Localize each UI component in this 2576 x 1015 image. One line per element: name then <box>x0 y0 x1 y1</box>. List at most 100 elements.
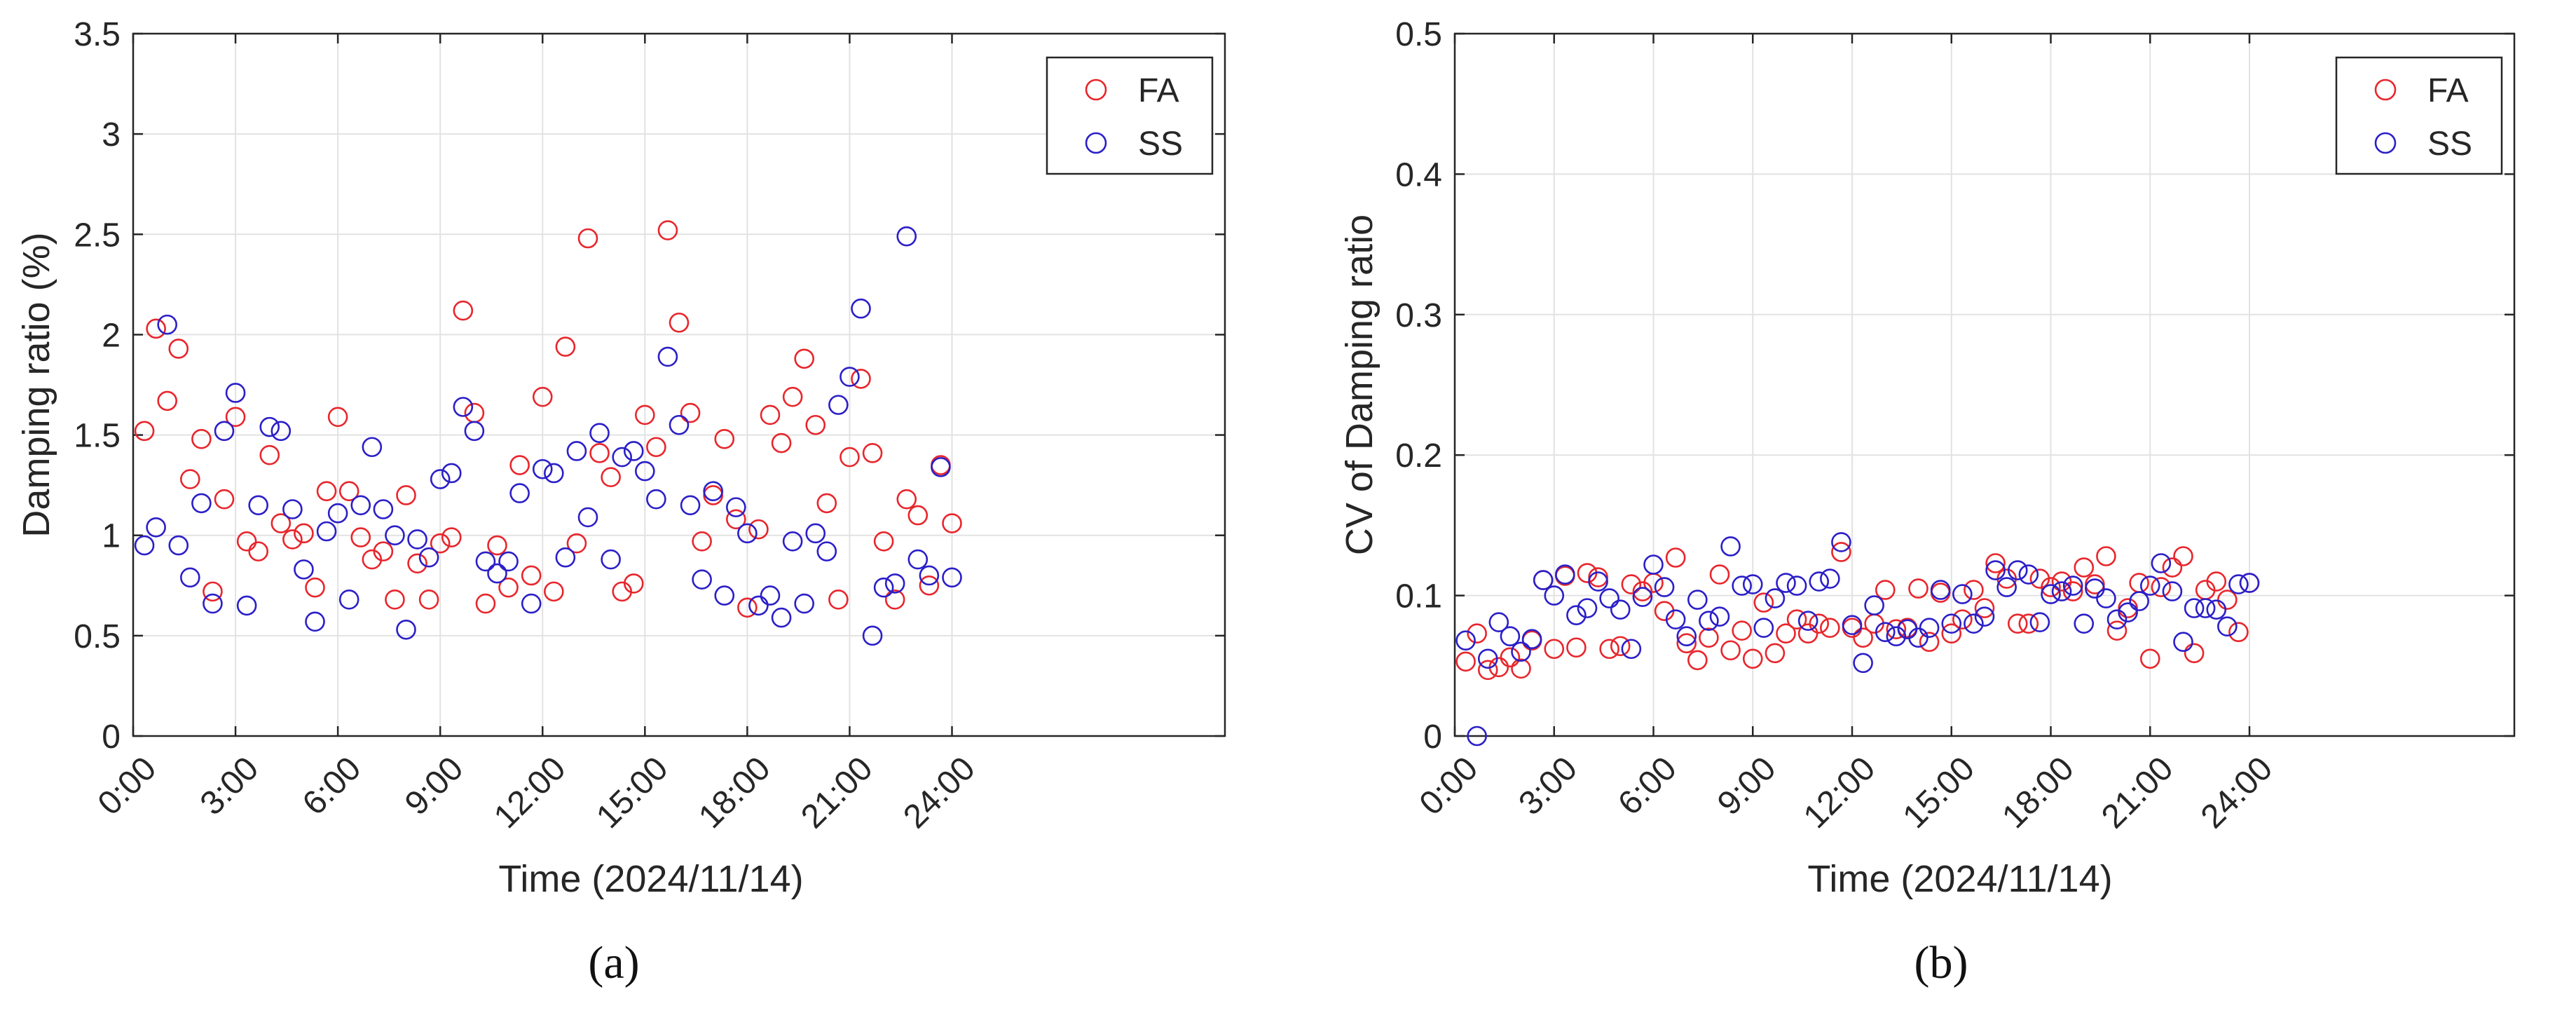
data-point-ss <box>180 567 200 588</box>
axes-box <box>132 32 1226 737</box>
data-point-ss <box>407 529 427 550</box>
legend: FA SS <box>1046 56 1214 175</box>
data-point-fa <box>1720 640 1741 661</box>
data-point-fa <box>577 228 598 249</box>
data-point-fa <box>282 529 303 550</box>
data-point-ss <box>1853 653 1873 674</box>
chart-panel-b: 0 0.1 0.2 0.3 0.4 0.5 0:00 3:00 6:00 9:00 12:00 15:… <box>1338 16 2516 988</box>
data-point-ss <box>430 469 451 489</box>
panel-caption: (a) <box>588 937 639 988</box>
data-point-fa <box>475 593 496 614</box>
data-point-ss <box>146 517 166 538</box>
data-point-fa <box>2217 590 2238 610</box>
data-point-fa <box>1455 651 1476 672</box>
data-point-fa <box>862 443 883 463</box>
data-point-ss <box>1985 560 2006 580</box>
data-point-ss <box>2018 564 2039 585</box>
data-point-fa <box>1555 566 1575 586</box>
data-point-fa <box>1511 658 1531 679</box>
data-point-ss <box>453 397 474 417</box>
data-point-ss <box>2151 553 2172 573</box>
data-point-fa <box>2139 648 2160 669</box>
data-point-ss <box>1742 574 1763 594</box>
x-tick-label: 9:00 <box>398 750 471 823</box>
data-point-ss <box>635 461 655 482</box>
y-axis-label: Damping ratio (%) <box>15 232 57 537</box>
data-point-fa <box>873 531 894 552</box>
data-point-fa <box>589 443 610 463</box>
data-point-fa <box>487 535 507 556</box>
x-tick-label: 21:00 <box>794 750 879 836</box>
data-point-fa <box>134 421 155 442</box>
data-point-ss <box>2041 584 2061 604</box>
data-point-fa <box>669 312 690 333</box>
x-tick-label: 0:00 <box>91 750 164 823</box>
data-point-fa <box>680 402 701 423</box>
x-axis-label: Time (2024/11/14) <box>498 858 803 900</box>
data-point-ss <box>1797 611 1818 631</box>
data-point-ss <box>2074 613 2095 634</box>
data-point-fa <box>453 300 474 321</box>
data-point-ss <box>1964 613 1984 634</box>
data-point-fa <box>2062 581 2083 601</box>
x-tick-label: 21:00 <box>2095 750 2180 836</box>
data-point-ss <box>1786 575 1807 596</box>
data-point-ss <box>1699 611 1719 631</box>
data-point-fa <box>1676 633 1697 654</box>
data-point-ss <box>760 585 781 606</box>
data-point-ss <box>1930 580 1951 600</box>
data-point-ss <box>919 565 940 586</box>
data-point-ss <box>2051 581 2072 601</box>
data-point-fa <box>1610 636 1631 657</box>
data-point-ss <box>1654 577 1675 597</box>
data-point-fa <box>805 414 826 435</box>
data-point-ss <box>203 593 223 614</box>
data-point-ss <box>1599 588 1619 608</box>
data-point-ss <box>498 551 519 572</box>
data-point-ss <box>385 525 405 546</box>
data-point-ss <box>532 458 553 479</box>
data-point-fa <box>2007 613 2028 634</box>
data-point-ss <box>214 421 235 442</box>
data-point-fa <box>385 590 405 610</box>
data-point-ss <box>692 569 712 590</box>
data-point-ss <box>1455 630 1476 651</box>
data-point-ss <box>441 463 462 484</box>
data-point-ss <box>2217 616 2238 636</box>
data-point-ss <box>2106 609 2128 629</box>
legend-box <box>1046 56 1214 175</box>
data-point-fa <box>532 386 553 407</box>
data-point-ss <box>1820 568 1840 589</box>
data-point-ss <box>942 567 962 588</box>
data-point-fa <box>1908 578 1928 599</box>
y-tick-label: 2.5 <box>74 217 121 254</box>
data-point-ss <box>248 495 268 516</box>
data-point-fa <box>737 597 758 618</box>
data-point-ss <box>873 577 894 598</box>
panel-caption: (b) <box>1914 937 1968 988</box>
data-point-fa <box>430 533 451 554</box>
data-point-ss <box>521 593 542 614</box>
data-point-ss <box>225 383 246 403</box>
legend-box <box>2335 56 2503 175</box>
data-point-fa <box>828 590 849 610</box>
data-point-ss <box>487 563 507 584</box>
data-point-fa <box>270 513 292 533</box>
x-tick-label: 9:00 <box>1711 750 1783 823</box>
data-point-ss <box>657 346 678 367</box>
data-point-ss <box>555 547 576 568</box>
series-ss <box>134 226 962 646</box>
data-point-fa <box>214 489 235 510</box>
y-tick-label: 2 <box>102 317 121 354</box>
data-point-ss <box>1776 573 1796 593</box>
data-point-ss <box>1732 575 1752 596</box>
data-point-fa <box>236 531 257 552</box>
data-point-fa <box>919 575 940 596</box>
data-point-ss <box>805 523 826 544</box>
data-point-fa <box>942 513 962 533</box>
x-tick-label: 24:00 <box>896 750 982 836</box>
data-point-fa <box>1765 643 1786 664</box>
data-point-fa <box>338 481 359 502</box>
x-tick-label: 6:00 <box>1611 750 1684 823</box>
data-point-fa <box>168 339 189 359</box>
